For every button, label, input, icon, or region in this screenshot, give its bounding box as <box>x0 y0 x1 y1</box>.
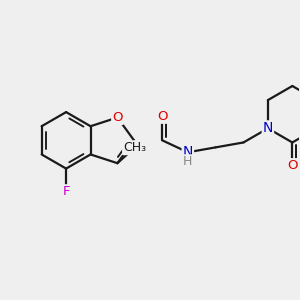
Text: CH₃: CH₃ <box>123 141 146 154</box>
Text: H: H <box>183 155 193 168</box>
Text: F: F <box>62 185 70 198</box>
Text: O: O <box>157 110 167 123</box>
Text: O: O <box>112 111 123 124</box>
Text: N: N <box>183 145 193 159</box>
Text: N: N <box>263 121 273 135</box>
Text: O: O <box>287 159 298 172</box>
